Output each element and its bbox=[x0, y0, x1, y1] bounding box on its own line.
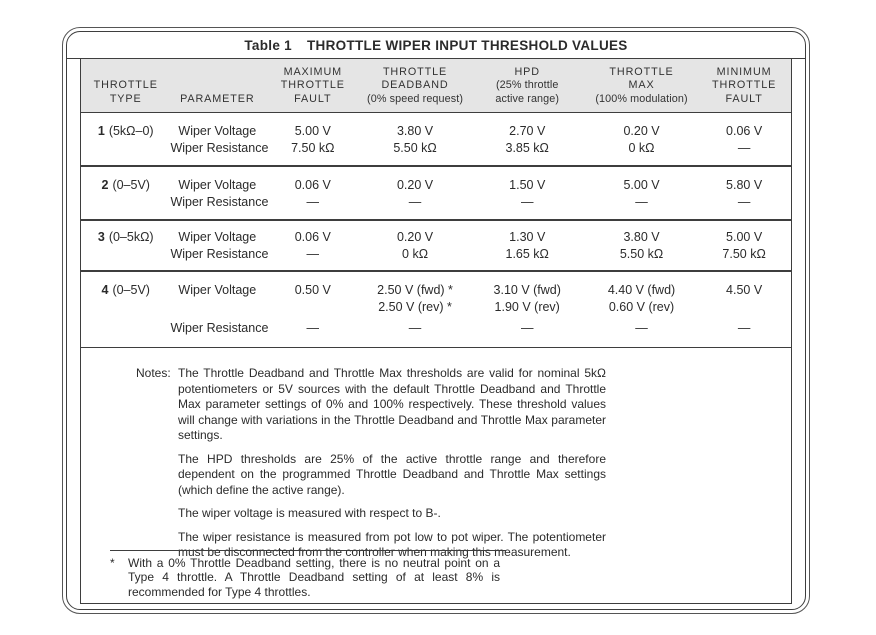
type-cell: 3 (0–5kΩ) bbox=[81, 229, 170, 263]
value-cell: 4.40 V (fwd) 0.60 V (rev) — bbox=[607, 283, 676, 335]
footnote-divider bbox=[110, 549, 506, 551]
type-range: (0–5kΩ) bbox=[108, 230, 154, 244]
table-title: Table 1 THROTTLE WIPER INPUT THRESHOLD V… bbox=[67, 32, 805, 59]
type-range: (0–5V) bbox=[112, 178, 150, 192]
value-cell: 0.06 V — bbox=[726, 124, 763, 155]
footnote-text: With a 0% Throttle Deadband setting, the… bbox=[128, 555, 500, 599]
value-cell: 1.30 V 1.65 kΩ bbox=[505, 230, 549, 261]
value-cell: 3.80 V 5.50 kΩ bbox=[393, 124, 437, 155]
value-cell: 0.20 V 0 kΩ bbox=[396, 230, 434, 261]
note-deadband-max: The Throttle Deadband and Throttle Max t… bbox=[178, 366, 606, 442]
notes-paragraphs: The Throttle Deadband and Throttle Max t… bbox=[178, 366, 606, 561]
parameter-cell: Wiper Voltage Wiper Resistance bbox=[170, 230, 269, 261]
type-number: 2 bbox=[101, 178, 109, 192]
type-cell: 2 (0–5V) bbox=[81, 177, 170, 211]
value-cell: 0.50 V — bbox=[294, 283, 331, 335]
type-range: (0–5V) bbox=[112, 283, 150, 297]
table-header-row: THROTTLE TYPE PARAMETER MAXIMUM THROTTLE… bbox=[81, 59, 791, 113]
value-cell: 5.00 V 7.50 kΩ bbox=[291, 124, 335, 155]
table-row-type-4: 4 (0–5V) Wiper Voltage Wiper Resistance 0… bbox=[81, 272, 791, 348]
value-cell: 2.70 V 3.85 kΩ bbox=[505, 124, 549, 155]
note-hpd: The HPD thresholds are 25% of the active… bbox=[178, 451, 606, 497]
table-number: Table 1 bbox=[244, 37, 292, 53]
footnote-marker: * bbox=[110, 555, 115, 570]
col-header-min-throttle-fault: MINIMUM THROTTLE FAULT bbox=[712, 65, 777, 105]
col-header-throttle-max: THROTTLE MAX (100% modulation) bbox=[595, 65, 688, 105]
document-frame: Table 1 THROTTLE WIPER INPUT THRESHOLD V… bbox=[62, 27, 810, 614]
value-cell: 0.06 V — bbox=[294, 178, 331, 209]
value-cell: 1.50 V — bbox=[509, 178, 546, 209]
note-wiper-resistance: The wiper resistance is measured from po… bbox=[178, 529, 606, 560]
value-cell: 0.06 V — bbox=[294, 230, 331, 261]
value-cell: 4.50 V — bbox=[726, 283, 763, 335]
parameter-cell: Wiper Voltage Wiper Resistance bbox=[170, 283, 269, 335]
table-title-text: THROTTLE WIPER INPUT THRESHOLD VALUES bbox=[307, 37, 628, 53]
type-number: 3 bbox=[97, 230, 105, 244]
parameter-cell: Wiper Voltage Wiper Resistance bbox=[170, 178, 269, 209]
value-cell: 5.00 V 7.50 kΩ bbox=[722, 230, 766, 261]
value-cell: 0.20 V — bbox=[396, 178, 434, 209]
type-number: 4 bbox=[101, 283, 109, 297]
type-range: (5kΩ–0) bbox=[108, 124, 154, 138]
notes-label: Notes: bbox=[136, 366, 171, 380]
notes-section: Notes: The Throttle Deadband and Throttl… bbox=[81, 348, 791, 559]
col-header-throttle-deadband: THROTTLE DEADBAND (0% speed request) bbox=[367, 65, 464, 105]
value-cell: 2.50 V (fwd) * 2.50 V (rev) * — bbox=[377, 283, 453, 335]
value-cell: 3.80 V 5.50 kΩ bbox=[619, 230, 664, 261]
type-number: 1 bbox=[97, 124, 105, 138]
document-frame-inner: Table 1 THROTTLE WIPER INPUT THRESHOLD V… bbox=[66, 31, 806, 610]
footnote-section: * With a 0% Throttle Deadband setting, t… bbox=[81, 549, 791, 604]
type-cell: 1 (5kΩ–0) bbox=[81, 123, 170, 157]
type-cell: 4 (0–5V) bbox=[81, 282, 170, 337]
col-header-throttle-type: THROTTLE TYPE bbox=[93, 79, 158, 105]
value-cell: 5.80 V — bbox=[726, 178, 763, 209]
table-row-type-3: 3 (0–5kΩ) Wiper Voltage Wiper Resistance … bbox=[81, 221, 791, 272]
table-row-type-2: 2 (0–5V) Wiper Voltage Wiper Resistance 0… bbox=[81, 167, 791, 221]
value-cell: 0.20 V 0 kΩ bbox=[623, 124, 660, 155]
note-wiper-voltage: The wiper voltage is measured with respe… bbox=[178, 506, 441, 520]
value-cell: 5.00 V — bbox=[623, 178, 660, 209]
col-header-parameter: PARAMETER bbox=[180, 92, 255, 105]
table-row-type-1: 1 (5kΩ–0) Wiper Voltage Wiper Resistance … bbox=[81, 113, 791, 167]
threshold-table: THROTTLE TYPE PARAMETER MAXIMUM THROTTLE… bbox=[80, 59, 792, 604]
parameter-cell: Wiper Voltage Wiper Resistance bbox=[170, 124, 269, 155]
col-header-hpd: HPD (25% throttle active range) bbox=[495, 65, 560, 105]
col-header-max-throttle-fault: MAXIMUM THROTTLE FAULT bbox=[280, 65, 345, 105]
value-cell: 3.10 V (fwd) 1.90 V (rev) — bbox=[493, 283, 561, 335]
